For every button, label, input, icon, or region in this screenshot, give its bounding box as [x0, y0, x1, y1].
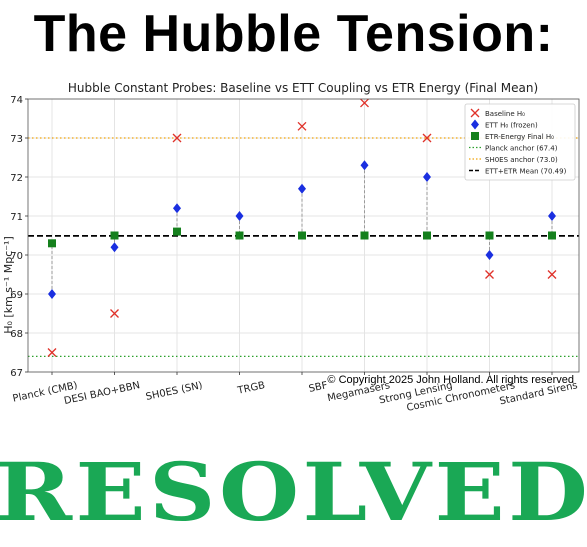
marker-stroke — [110, 309, 119, 318]
data-point-series-0 — [547, 270, 557, 279]
y-tick-label: 69 — [10, 290, 23, 301]
data-point-series-1 — [298, 183, 306, 194]
data-point-series-0 — [47, 348, 57, 357]
y-tick-label: 71 — [10, 212, 23, 223]
chart-title: Hubble Constant Probes: Baseline vs ETT … — [68, 81, 538, 95]
copyright-notice: © Copyright 2025 John Holland. All right… — [327, 374, 574, 386]
marker-stroke — [547, 270, 557, 279]
data-point-series-1 — [423, 172, 431, 182]
legend-label: ETR-Energy Final H₀ — [485, 133, 554, 141]
legend: Baseline H₀ ETT H₀ (frozen) ETR-Energy Fin… — [464, 103, 576, 181]
y-axis-label: H₀ [km s⁻¹ Mpc⁻¹] — [2, 236, 15, 334]
marker-stroke — [297, 121, 307, 131]
data-point-series-2 — [235, 231, 244, 240]
data-point-series-2 — [173, 227, 181, 236]
data-point-series-2 — [298, 231, 306, 240]
y-tick-label: 73 — [10, 134, 23, 145]
marker-stroke — [470, 108, 480, 118]
data-point-series-2 — [110, 231, 119, 240]
data-point-series-1 — [48, 289, 56, 299]
data-point-series-1 — [173, 203, 181, 214]
x-tick-label: SBF — [308, 380, 329, 395]
y-tick-label: 70 — [10, 251, 23, 262]
data-point-series-0 — [485, 270, 494, 279]
data-point-series-2 — [423, 231, 431, 240]
hubble-chart: Hubble Constant Probes: Baseline vs ETT … — [0, 72, 587, 440]
x-tick-label: SH0ES (SN) — [145, 380, 204, 403]
y-tick-label: 74 — [10, 95, 23, 106]
data-point-series-0 — [360, 98, 369, 108]
marker-stroke — [485, 270, 494, 279]
marker-stroke — [47, 348, 57, 357]
legend-label: Planck anchor (67.4) — [485, 145, 558, 153]
marker-stroke — [422, 133, 432, 143]
data-point-series-2 — [48, 239, 56, 248]
data-marks — [47, 98, 557, 357]
axes-frame — [27, 98, 580, 373]
legend-box — [464, 103, 576, 181]
data-point-series-1 — [548, 211, 556, 221]
data-point-series-0 — [297, 121, 307, 131]
y-tick-label: 72 — [10, 173, 23, 184]
legend-label: Baseline H₀ — [485, 110, 525, 118]
data-point-series-1 — [360, 160, 369, 171]
legend-label: ETT H₀ (frozen) — [485, 122, 538, 130]
y-tick-label: 68 — [10, 329, 23, 340]
data-point-series-1 — [235, 211, 244, 221]
resolved-banner: RESOLVED — [0, 445, 587, 539]
data-point-series-0 — [110, 309, 119, 318]
legend-label: ETT+ETR Mean (70.49) — [485, 168, 567, 176]
data-point-series-1 — [485, 250, 494, 260]
legend-marker — [470, 108, 480, 118]
y-tick-label: 67 — [10, 368, 23, 379]
marker-stroke — [360, 98, 369, 108]
data-point-series-2 — [548, 231, 556, 240]
legend-label: SH0ES anchor (73.0) — [485, 156, 558, 164]
headline: The Hubble Tension: — [33, 5, 554, 63]
x-tick-label: TRGB — [236, 380, 266, 397]
marker-stroke — [172, 133, 182, 143]
chart-svg: Hubble Constant Probes: Baseline vs ETT … — [2, 81, 580, 414]
data-point-series-2 — [360, 231, 369, 240]
data-point-series-0 — [172, 133, 182, 143]
data-point-series-1 — [110, 242, 119, 253]
data-point-series-2 — [485, 231, 494, 240]
legend-marker — [471, 132, 479, 140]
legend-marker — [471, 119, 479, 130]
data-point-series-0 — [422, 133, 432, 143]
